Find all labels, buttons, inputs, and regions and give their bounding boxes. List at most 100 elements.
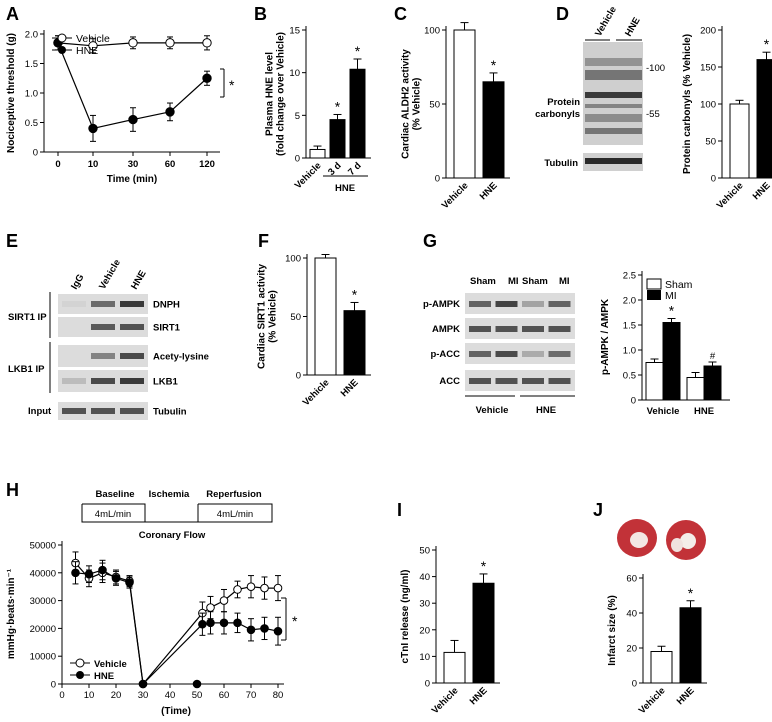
protocol-caption: Coronary Flow <box>139 530 206 541</box>
chart-g-sig-mark: # <box>710 351 716 362</box>
chart-i-category-label: Vehicle <box>430 685 461 716</box>
blot-g-header-mi-1: MI <box>508 276 519 287</box>
chart-c-y-label: (% Vehicle) <box>412 78 423 131</box>
blot-e-band <box>120 324 144 330</box>
chart-h-point-vehicle <box>219 596 229 605</box>
chart-d-y-tick-label: 150 <box>700 63 716 74</box>
panel-label-c: C <box>394 4 407 24</box>
blot-e: IgG Vehicle HNE DNPH SIRT1 Acety-lysine LKB… <box>8 258 209 420</box>
chart-g-bar-vehicle-mi <box>662 322 681 401</box>
blot-e-input: Input <box>28 406 52 417</box>
blot-g-band <box>495 301 518 307</box>
panel-label-f: F <box>258 231 269 251</box>
chart-a-point-hne <box>128 114 138 125</box>
legend-g-mi: MI <box>665 290 677 302</box>
blot-g-strip <box>465 293 575 314</box>
blot-g-band <box>469 378 491 384</box>
protocol-diagram-h: Baseline Ischemia Reperfusion 4mL/min 4m… <box>81 489 273 541</box>
blot-d: Vehicle HNE Protein carbonyls -100 -55 T… <box>535 5 665 171</box>
chart-b-y-label: (fold change over Vehicle) <box>276 32 287 156</box>
chart-h-point-hne <box>84 569 94 579</box>
legend-g-sham: Sham <box>665 279 693 291</box>
sig-bracket-h: * <box>281 597 298 641</box>
chart-a-x-tick-label: 10 <box>88 159 99 170</box>
panel-label-d: D <box>556 4 569 24</box>
blot-g-band <box>469 326 491 332</box>
chart-i-y-tick-label: 40 <box>419 572 430 583</box>
blot-g-band <box>522 351 544 357</box>
panel-label-e: E <box>6 231 18 251</box>
chart-g-bar-vehicle-sham <box>645 362 664 401</box>
chart-h-point-vehicle <box>246 582 256 592</box>
chart-h-x-tick-label: 30 <box>138 690 149 701</box>
chart-a-x-tick-label: 120 <box>199 159 215 170</box>
chart-a-x-tick-label: 0 <box>55 159 60 170</box>
chart-h-point-hne <box>273 626 283 636</box>
chart-g-bar-hne-sham <box>686 377 705 401</box>
chart-c-bar-vehicle <box>453 29 476 179</box>
chart-h-y-label: mmHg·beats·min⁻¹ <box>6 568 17 659</box>
blot-g-strip <box>465 343 575 364</box>
blot-g-band <box>522 326 544 332</box>
chart-b-y-tick-label: 0 <box>295 154 300 165</box>
blot-g-band <box>548 326 571 332</box>
chart-h-x-tick-label: 80 <box>273 690 284 701</box>
chart-a-y-tick-label: 0 <box>33 148 38 159</box>
blot-g-band <box>522 378 544 384</box>
chart-c-category-label: HNE <box>478 180 500 202</box>
chart-h-point-ischemia-end <box>192 679 202 689</box>
blot-g-band <box>469 301 491 307</box>
blot-e-band <box>91 378 115 384</box>
chart-h-x-tick-label: 50 <box>192 690 203 701</box>
chart-h-point-hne <box>71 568 80 578</box>
panel-label-h: H <box>6 480 19 500</box>
chart-i-y-label: cTnI release (ng/ml) <box>400 570 411 664</box>
legend-a-vehicle: Vehicle <box>76 33 110 45</box>
legend-h-vehicle: Vehicle <box>94 659 127 670</box>
chart-h-point-vehicle <box>273 583 283 593</box>
blot-g-band <box>548 378 571 384</box>
chart-i-category-label: HNE <box>468 685 490 707</box>
panel-label-a: A <box>6 4 19 24</box>
chart-g-group-label: Vehicle <box>647 406 680 417</box>
chart-h-x-tick-label: 70 <box>246 690 257 701</box>
blot-e-band <box>91 324 115 330</box>
chart-h-point-hne <box>219 618 229 628</box>
chart-a-x-tick-label: 60 <box>165 159 176 170</box>
chart-j-y-tick-label: 20 <box>626 644 637 655</box>
chart-j-y-label: Infarct size (%) <box>607 595 618 666</box>
chart-h-point-vehicle <box>260 583 269 593</box>
chart-h-rpp: 0 10000 20000 30000 40000 50000 0 10 20 30 40 50 60 7… <box>6 541 284 717</box>
legend-g-swatch-sham <box>646 278 662 290</box>
blot-g-band <box>495 378 518 384</box>
chart-b-y-tick-label: 5 <box>295 111 300 122</box>
chart-f-y-tick-label: 100 <box>285 254 301 265</box>
blot-g-row-label: AMPK <box>432 324 460 335</box>
chart-h-x-tick-label: 60 <box>219 690 230 701</box>
chart-j-bar-vehicle <box>650 651 673 684</box>
chart-b-bar-3-d <box>329 119 346 159</box>
chart-d-y-label: Protein carbonyls (% Vehicle) <box>682 34 693 174</box>
chart-h-point-hne <box>233 618 242 628</box>
legend-marker-filled <box>58 46 66 54</box>
protocol-ischemia: Ischemia <box>149 489 190 500</box>
blot-e-band <box>120 301 144 307</box>
chart-c-category-label: Vehicle <box>440 180 471 211</box>
chart-g-sig-mark: * <box>669 303 675 319</box>
legend-h-marker-filled <box>76 671 84 679</box>
heart-sections-j <box>617 519 706 560</box>
chart-a-y-tick-label: 2.0 <box>25 30 38 41</box>
chart-b-y-tick-label: 10 <box>289 68 300 79</box>
blot-d-mw-100: -100 <box>646 63 665 74</box>
chart-h-x-tick-label: 20 <box>111 690 122 701</box>
chart-d-y-tick-label: 200 <box>700 26 716 37</box>
blot-e-band <box>91 353 115 359</box>
legend-h: Vehicle HNE <box>70 658 127 682</box>
sig-bracket-a: * <box>220 68 235 98</box>
chart-j-y-tick-label: 0 <box>632 679 637 690</box>
sig-star-h: * <box>292 613 298 629</box>
chart-f-bar-vehicle <box>314 257 337 376</box>
chart-h-point-hne <box>111 574 121 583</box>
chart-i-y-tick-label: 50 <box>419 546 430 557</box>
blot-e-band <box>91 301 115 307</box>
